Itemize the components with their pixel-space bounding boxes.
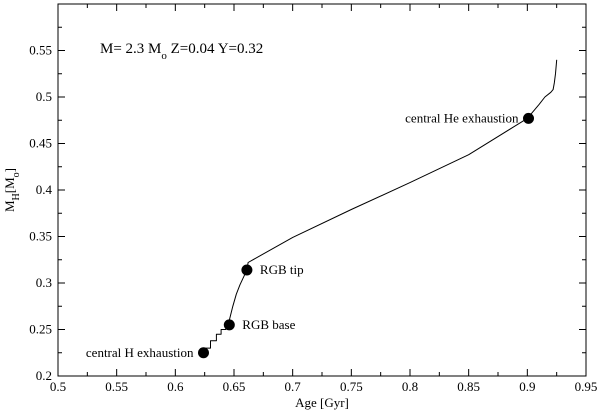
milestone-marker: [223, 319, 235, 331]
milestone-marker: [241, 264, 253, 276]
y-axis-ticks: 0.2 0.25 0.3 0.35 0.4 0.45 0.5 0.55: [29, 26, 586, 383]
y-tick-label: 0.35: [29, 229, 52, 244]
y-tick-label: 0.45: [29, 136, 52, 151]
x-tick-label: 0.95: [575, 379, 598, 394]
annotation-layer: central H exhaustion RGB base RGB tip centr…: [86, 110, 519, 359]
x-tick-label: 0.85: [457, 379, 480, 394]
x-tick-label: 0.8: [402, 379, 418, 394]
y-tick-label: 0.55: [29, 43, 52, 58]
y-tick-label: 0.5: [36, 89, 52, 104]
milestone-label: central He exhaustion: [405, 110, 519, 125]
y-tick-label: 0.3: [36, 275, 52, 290]
y-tick-label: 0.25: [29, 322, 52, 337]
milestone-label: central H exhaustion: [86, 345, 194, 360]
x-tick-label: 0.6: [167, 379, 184, 394]
x-tick-label: 0.7: [285, 379, 302, 394]
x-axis-ticks: 0.5 0.55 0.6 0.65 0.7 0.75 0.8 0.85 0.9 0.95: [50, 4, 598, 394]
x-tick-label: 0.55: [105, 379, 128, 394]
x-axis-label: Age [Gyr]: [295, 395, 349, 410]
milestone-marker: [523, 112, 535, 124]
x-tick-label: 0.9: [519, 379, 535, 394]
model-parameters: M= 2.3 Mo Z=0.04 Y=0.32: [100, 41, 263, 62]
milestone-label: RGB tip: [260, 262, 304, 277]
params-solar-subscript: o: [161, 50, 167, 62]
x-tick-label: 0.5: [50, 379, 66, 394]
x-tick-label: 0.75: [340, 379, 363, 394]
y-axis-label: MH[Mo]: [2, 168, 22, 212]
series-layer: [203, 59, 558, 354]
marker-layer: [197, 112, 535, 359]
y-tick-label: 0.4: [36, 182, 53, 197]
x-tick-label: 0.65: [223, 379, 246, 394]
evolution-track-line: [203, 59, 558, 354]
milestone-label: RGB base: [242, 317, 295, 332]
milestone-marker: [197, 347, 209, 359]
y-tick-label: 0.2: [36, 368, 52, 383]
